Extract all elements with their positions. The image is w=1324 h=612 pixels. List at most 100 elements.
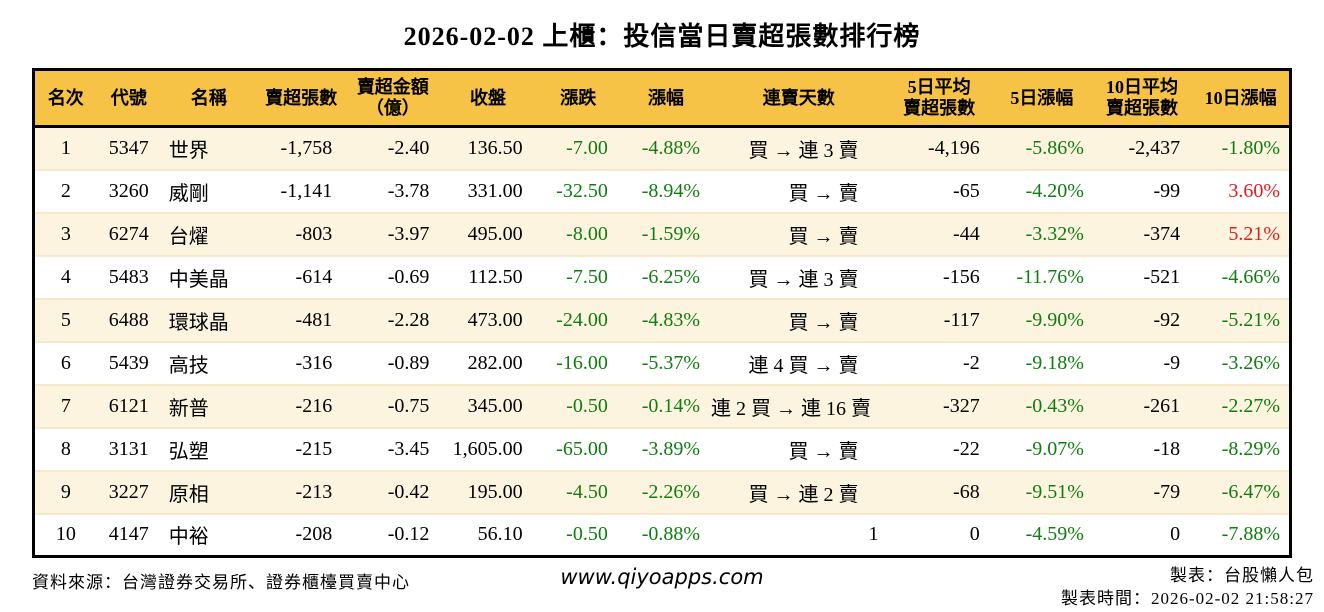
cell-close: 473.00 <box>440 297 536 342</box>
cell-change-pct: -5.37% <box>620 340 712 385</box>
cell-net-sell-volume: -216 <box>257 383 346 428</box>
cell-change10-pct: -6.47% <box>1192 469 1291 514</box>
cell-rank: 7 <box>33 383 97 428</box>
cell-avg5-net-sell: -2 <box>886 340 992 385</box>
cell-change10-pct: 3.60% <box>1192 168 1291 213</box>
table-header: 名次 代號 名稱 賣超張數 賣超金額 （億） 收盤 漲跌 漲幅 連賣天數 5日平均 賣超張數 5日漲幅 1… <box>33 69 1291 128</box>
cell-name: 環球晶 <box>160 297 257 342</box>
cell-change10-pct: 5.21% <box>1192 211 1291 256</box>
cell-change: -24.00 <box>535 297 621 342</box>
maker-label: 製表：台股懶人包 <box>1170 566 1314 585</box>
cell-change-pct: -8.94% <box>620 168 712 213</box>
cell-net-sell-amount: -3.78 <box>345 168 441 213</box>
cell-net-sell-amount: -2.40 <box>345 125 441 170</box>
cell-name: 新普 <box>160 383 257 428</box>
cell-consecutive-sell-days: 買 → 連 3 賣 <box>711 254 887 299</box>
cell-change-pct: -2.26% <box>620 469 712 514</box>
cell-net-sell-volume: -213 <box>257 469 346 514</box>
column-header-avg10-net-sell: 10日平均 賣超張數 <box>1091 69 1193 128</box>
cell-close: 136.50 <box>440 125 536 170</box>
column-header-name: 名稱 <box>160 69 257 128</box>
timestamp-label: 製表時間：2026-02-02 21:58:27 <box>1060 589 1314 608</box>
cell-code: 3131 <box>96 426 161 471</box>
cell-avg5-net-sell: -44 <box>886 211 992 256</box>
cell-change-pct: -4.83% <box>620 297 712 342</box>
cell-change5-pct: -0.43% <box>991 383 1092 428</box>
cell-close: 331.00 <box>440 168 536 213</box>
cell-rank: 5 <box>33 297 97 342</box>
cell-net-sell-amount: -3.45 <box>345 426 441 471</box>
table-row: 8 3131 弘塑 -215 -3.45 1,605.00 -65.00 -3.89% 買 → … <box>33 426 1291 471</box>
cell-net-sell-amount: -0.69 <box>345 254 441 299</box>
cell-change: -65.00 <box>535 426 621 471</box>
cell-consecutive-sell-days: 買 → 連 3 賣 <box>711 125 887 170</box>
cell-net-sell-amount: -3.97 <box>345 211 441 256</box>
cell-change10-pct: -7.88% <box>1192 512 1291 557</box>
cell-consecutive-sell-days: 連 2 買 → 連 16 賣 <box>711 383 887 428</box>
table-row: 10 4147 中裕 -208 -0.12 56.10 -0.50 -0.88% 1 0 -4.59… <box>33 512 1291 557</box>
cell-avg10-net-sell: -2,437 <box>1091 125 1193 170</box>
cell-avg5-net-sell: -117 <box>886 297 992 342</box>
cell-net-sell-volume: -614 <box>257 254 346 299</box>
cell-rank: 6 <box>33 340 97 385</box>
cell-name: 原相 <box>160 469 257 514</box>
cell-net-sell-volume: -803 <box>257 211 346 256</box>
table-row: 4 5483 中美晶 -614 -0.69 112.50 -7.50 -6.25% 買 → 連 … <box>33 254 1291 299</box>
cell-change5-pct: -4.20% <box>991 168 1092 213</box>
cell-consecutive-sell-days: 買 → 連 2 賣 <box>711 469 887 514</box>
cell-net-sell-amount: -2.28 <box>345 297 441 342</box>
cell-name: 弘塑 <box>160 426 257 471</box>
cell-avg5-net-sell: -156 <box>886 254 992 299</box>
cell-change5-pct: -9.07% <box>991 426 1092 471</box>
cell-close: 495.00 <box>440 211 536 256</box>
cell-change5-pct: -5.86% <box>991 125 1092 170</box>
column-header-net-sell-volume: 賣超張數 <box>257 69 346 128</box>
cell-consecutive-sell-days: 買 → 賣 <box>711 297 887 342</box>
cell-change: -7.50 <box>535 254 621 299</box>
cell-change5-pct: -4.59% <box>991 512 1092 557</box>
column-header-avg5-net-sell: 5日平均 賣超張數 <box>886 69 992 128</box>
cell-avg10-net-sell: -374 <box>1091 211 1193 256</box>
column-header-change10-pct: 10日漲幅 <box>1192 69 1291 128</box>
column-header-net-sell-amount: 賣超金額 （億） <box>345 69 441 128</box>
cell-code: 3260 <box>96 168 161 213</box>
cell-code: 5347 <box>96 125 161 170</box>
column-header-consecutive-sell-days: 連賣天數 <box>711 69 887 128</box>
column-header-change-pct: 漲幅 <box>620 69 712 128</box>
cell-net-sell-amount: -0.89 <box>345 340 441 385</box>
column-header-rank: 名次 <box>33 69 97 128</box>
cell-code: 4147 <box>96 512 161 557</box>
cell-change: -0.50 <box>535 383 621 428</box>
cell-change-pct: -3.89% <box>620 426 712 471</box>
cell-avg5-net-sell: 0 <box>886 512 992 557</box>
website-url: www.qiyoapps.com <box>560 565 764 589</box>
cell-change10-pct: -3.26% <box>1192 340 1291 385</box>
cell-close: 56.10 <box>440 512 536 557</box>
cell-avg5-net-sell: -65 <box>886 168 992 213</box>
cell-net-sell-volume: -215 <box>257 426 346 471</box>
column-header-change: 漲跌 <box>535 69 621 128</box>
cell-net-sell-amount: -0.75 <box>345 383 441 428</box>
cell-code: 6488 <box>96 297 161 342</box>
cell-name: 世界 <box>160 125 257 170</box>
table-row: 6 5439 高技 -316 -0.89 282.00 -16.00 -5.37% 連 4 買 … <box>33 340 1291 385</box>
cell-rank: 8 <box>33 426 97 471</box>
cell-consecutive-sell-days: 買 → 賣 <box>711 211 887 256</box>
cell-net-sell-amount: -0.42 <box>345 469 441 514</box>
table-header-row: 名次 代號 名稱 賣超張數 賣超金額 （億） 收盤 漲跌 漲幅 連賣天數 5日平均 賣超張數 5日漲幅 1… <box>33 69 1291 128</box>
page-title: 2026-02-02 上櫃：投信當日賣超張數排行榜 <box>403 22 921 51</box>
cell-close: 282.00 <box>440 340 536 385</box>
cell-consecutive-sell-days: 連 4 買 → 賣 <box>711 340 887 385</box>
cell-close: 345.00 <box>440 383 536 428</box>
cell-change-pct: -0.14% <box>620 383 712 428</box>
cell-avg10-net-sell: -92 <box>1091 297 1193 342</box>
cell-change5-pct: -3.32% <box>991 211 1092 256</box>
cell-rank: 10 <box>33 512 97 557</box>
data-source-note: 資料來源：台灣證券交易所、證券櫃檯買賣中心 <box>32 573 410 592</box>
ranking-table: 名次 代號 名稱 賣超張數 賣超金額 （億） 收盤 漲跌 漲幅 連賣天數 5日平均 賣超張數 5日漲幅 1… <box>32 68 1292 558</box>
cell-name: 中美晶 <box>160 254 257 299</box>
cell-change-pct: -4.88% <box>620 125 712 170</box>
cell-net-sell-amount: -0.12 <box>345 512 441 557</box>
cell-change: -8.00 <box>535 211 621 256</box>
cell-change-pct: -0.88% <box>620 512 712 557</box>
